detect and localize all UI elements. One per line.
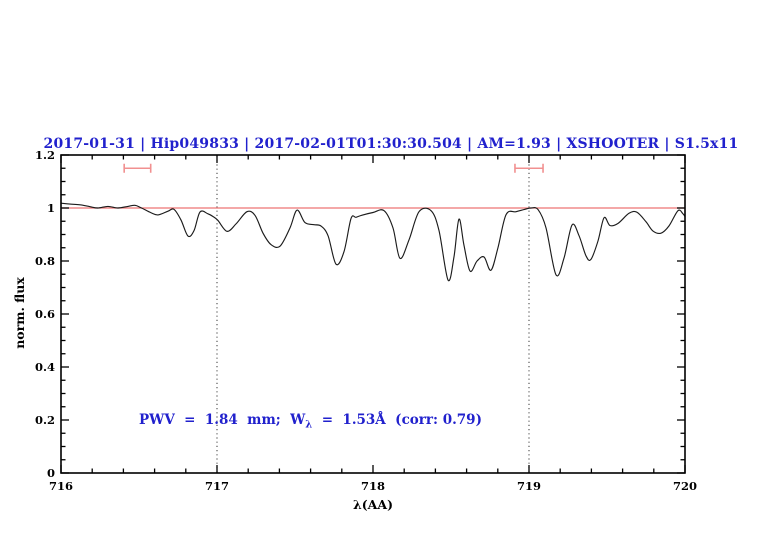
y-axis-label: norm. flux	[12, 277, 27, 349]
x-axis-label: λ(AA)	[353, 497, 393, 512]
pwv-annotation-prefix: PWV = 1.84 mm; W	[139, 412, 306, 428]
x-tick-label: 719	[517, 479, 541, 493]
y-tick-label: 1	[47, 201, 55, 215]
pwv-annotation: PWV = 1.84 mm; Wλ = 1.53Å (corr: 0.79)	[139, 412, 482, 431]
plot-title: 2017-01-31 | Hip049833 | 2017-02-01T01:3…	[43, 136, 739, 152]
y-tick-label: 0.2	[35, 413, 55, 427]
x-tick-label: 717	[205, 479, 229, 493]
x-tick-label: 720	[673, 479, 697, 493]
y-tick-label: 0.4	[35, 360, 55, 374]
y-tick-label: 0.8	[35, 254, 55, 268]
pwv-annotation-subscript: λ	[305, 419, 313, 431]
x-tick-label: 716	[49, 479, 73, 493]
x-tick-label: 718	[361, 479, 385, 493]
y-tick-label: 0.6	[35, 307, 55, 321]
y-tick-label: 1.2	[35, 148, 55, 162]
y-tick-label: 0	[47, 466, 55, 480]
spectrum-line	[60, 202, 686, 282]
pwv-annotation-suffix: = 1.53Å (corr: 0.79)	[312, 412, 482, 428]
